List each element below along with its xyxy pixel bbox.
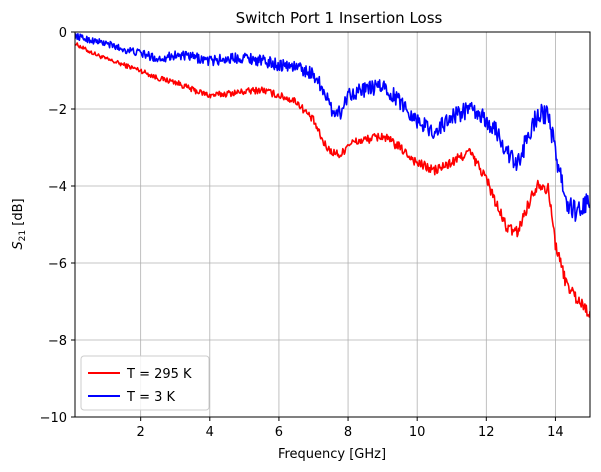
x-tick-label: 4 (206, 425, 214, 440)
legend: T = 295 K T = 3 K (80, 355, 210, 411)
chart-title: Switch Port 1 Insertion Loss (236, 9, 443, 27)
legend-label-295k: T = 295 K (126, 367, 192, 382)
x-tick-label: 6 (275, 425, 283, 440)
series-group (75, 33, 590, 318)
y-axis-ticks: 0 −2 −4 −6 −8 −10 (40, 26, 75, 426)
y-tick-label: −4 (48, 180, 67, 195)
x-axis-ticks: 2 4 6 8 10 12 14 (137, 417, 564, 440)
plot-frame (74, 31, 591, 418)
y-tick-label: 0 (59, 26, 67, 41)
x-tick-label: 14 (547, 425, 564, 440)
y-axis-label-main: S (11, 241, 26, 249)
y-axis-label-unit: [dB] (11, 198, 26, 229)
x-axis-label: Frequency [GHz] (278, 447, 386, 462)
x-tick-label: 10 (409, 425, 426, 440)
y-tick-label: −10 (40, 411, 67, 426)
series-line-295k (75, 42, 590, 318)
y-tick-label: −8 (48, 334, 67, 349)
x-tick-label: 2 (137, 425, 145, 440)
y-tick-label: −6 (48, 257, 67, 272)
legend-label-3k: T = 3 K (126, 390, 176, 405)
y-axis-label: S21 [dB] (11, 198, 28, 249)
x-tick-label: 8 (344, 425, 352, 440)
series-line-3k (75, 33, 590, 222)
x-tick-label: 12 (478, 425, 495, 440)
y-axis-label-sub: 21 (18, 230, 28, 241)
y-tick-label: −2 (48, 103, 67, 118)
